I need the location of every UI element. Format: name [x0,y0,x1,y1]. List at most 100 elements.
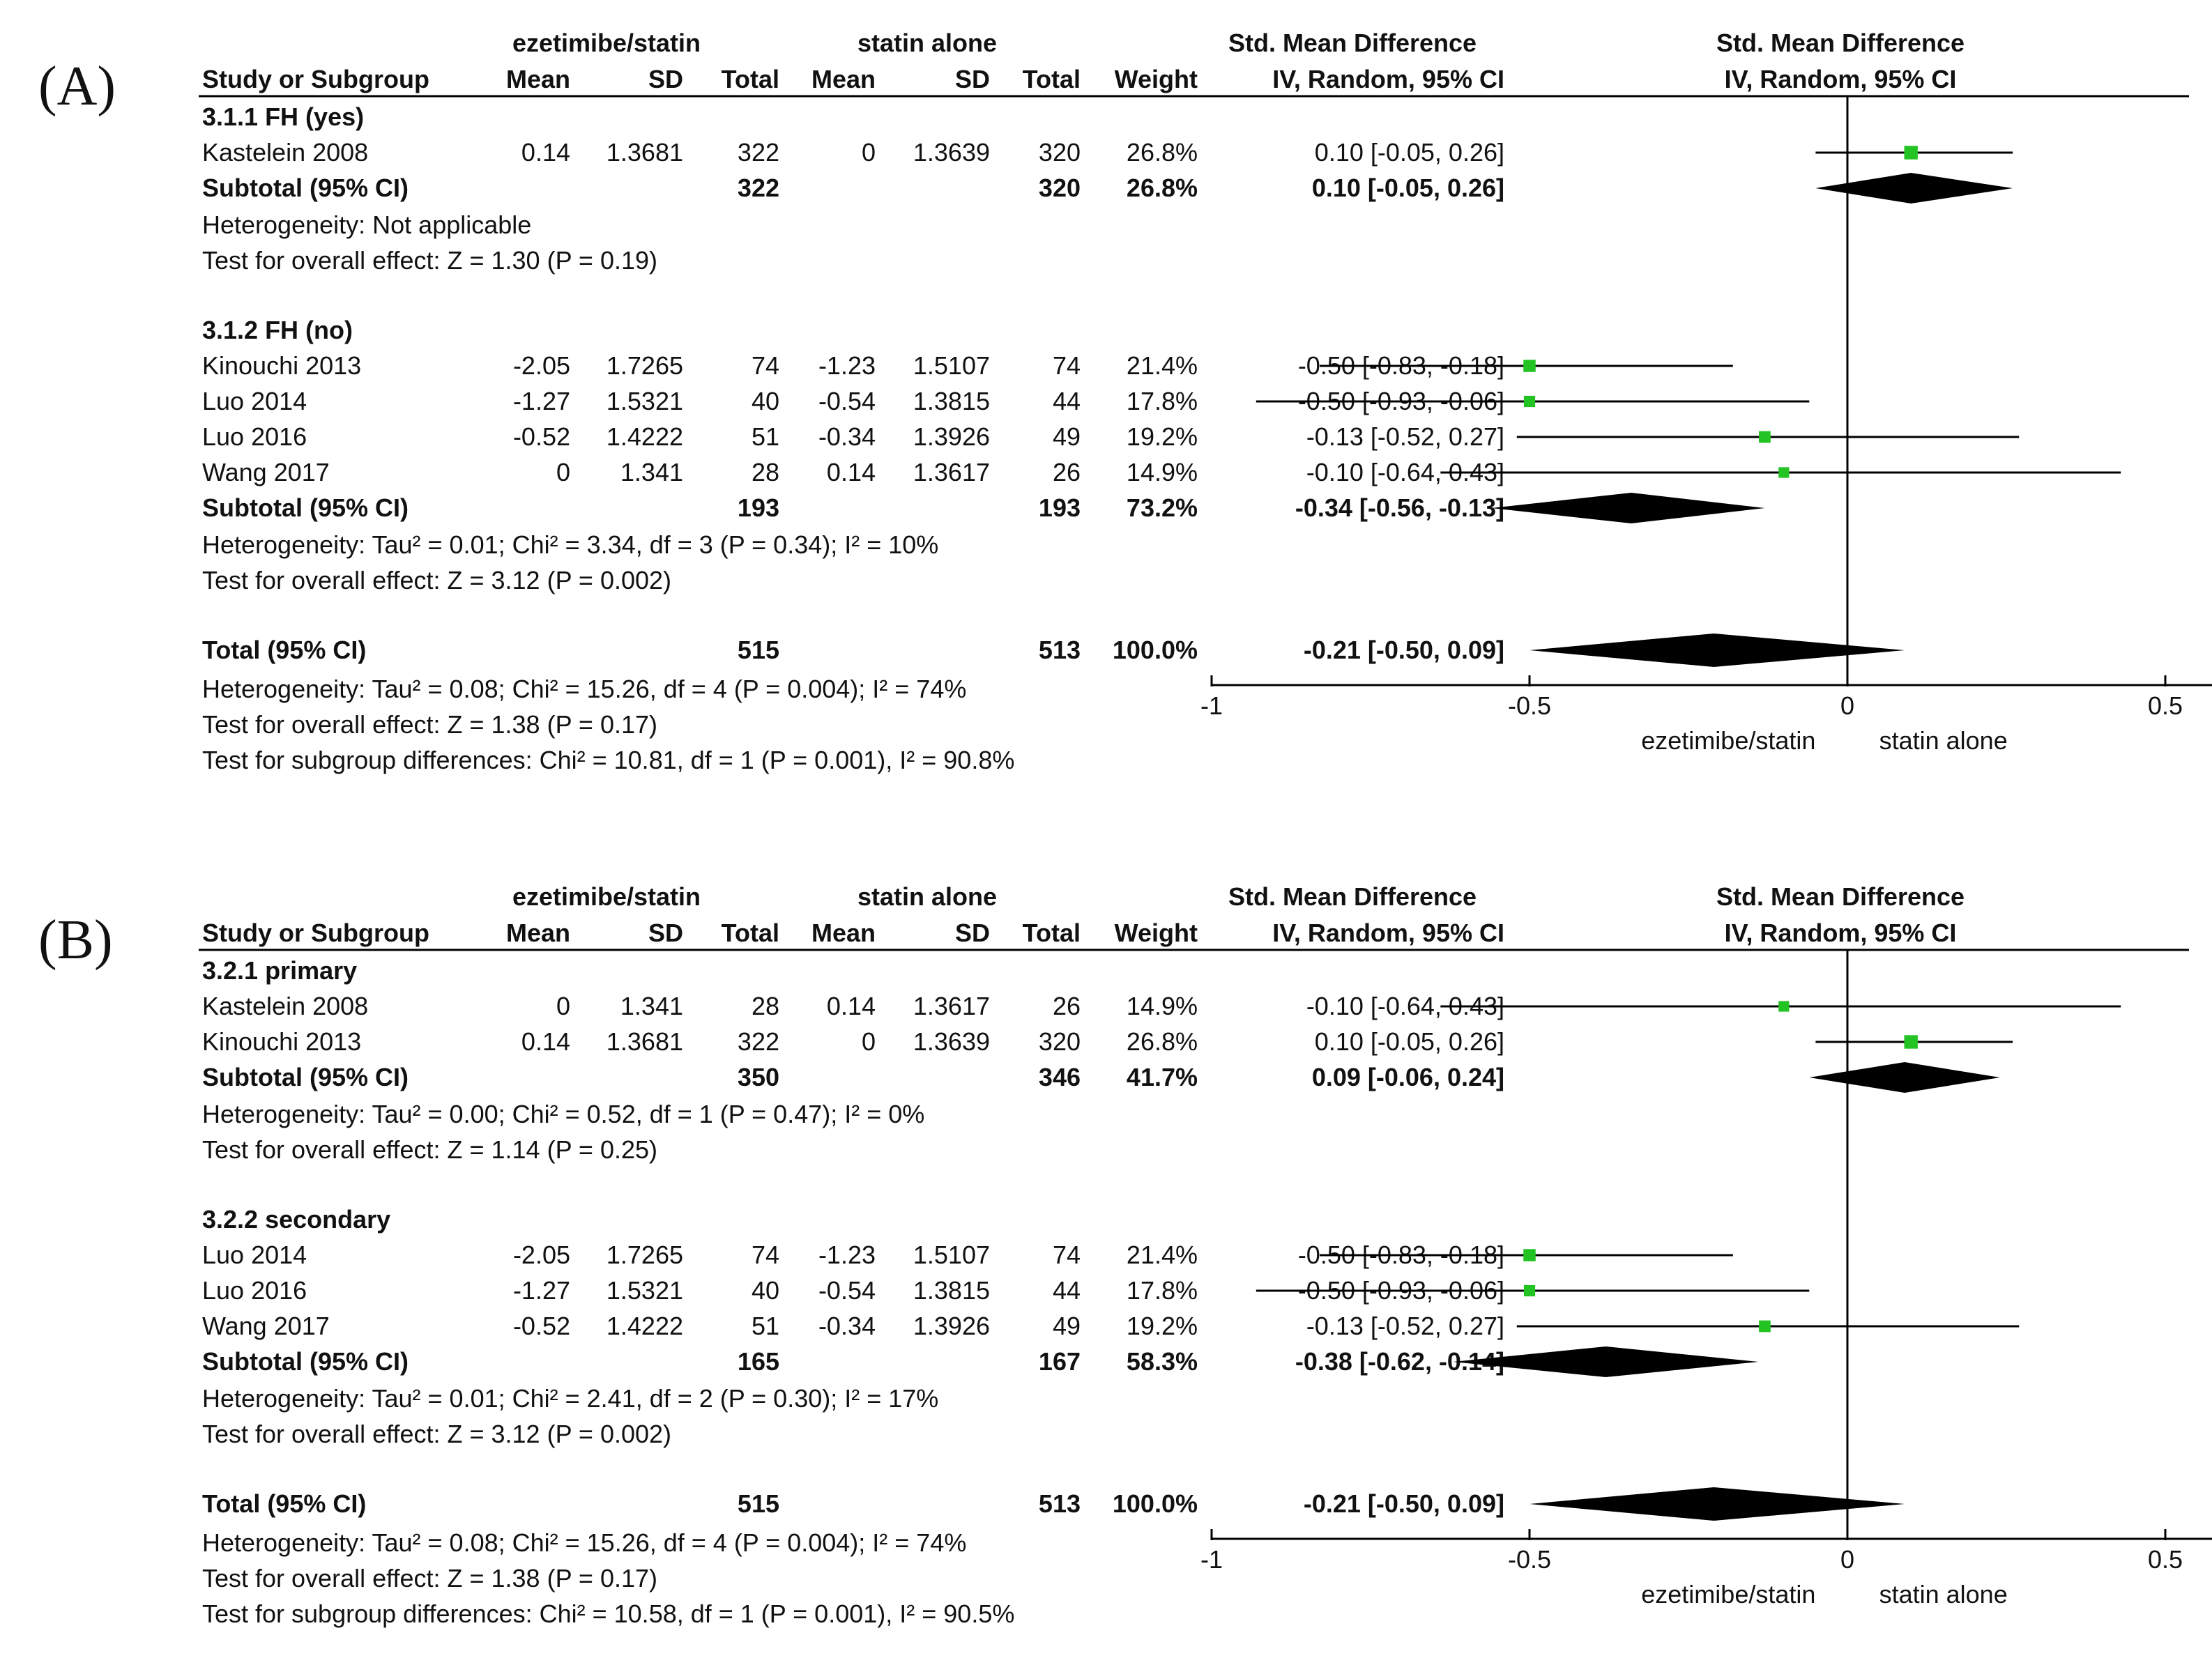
subtotal-diamond [1491,493,1765,523]
subtotal-weight: 41.7% [1127,1063,1198,1091]
ctrl-mean: -1.23 [818,1241,876,1269]
study-marker [1523,395,1536,408]
header-mean-ctrl: Mean [811,919,876,947]
study-marker [1778,467,1790,478]
exp-total: 51 [752,422,779,451]
panel-label: (A) [38,56,116,117]
ctrl-mean: 0 [862,1027,876,1056]
study-weight: 17.8% [1127,387,1198,415]
study-marker [1759,431,1771,443]
header-plot-method: IV, Random, 95% CI [1725,65,1957,93]
ctrl-total: 26 [1053,458,1081,486]
ctrl-mean: 0 [862,138,876,167]
panel-label: (B) [38,909,113,971]
subtotal-diamond [1453,1346,1759,1377]
total-ctrl-total: 513 [1039,636,1081,664]
favours-left-label: ezetimibe/statin [1641,1580,1815,1609]
study-marker [1523,1249,1536,1261]
exp-total: 40 [752,387,779,415]
subtotal-ctrl-total: 193 [1039,493,1081,522]
ctrl-sd: 1.5107 [913,351,990,380]
study-name: Luo 2014 [202,387,307,415]
exp-sd: 1.341 [620,458,683,486]
subtotal-label: Subtotal (95% CI) [202,174,409,202]
ctrl-sd: 1.3815 [913,387,990,415]
header-study: Study or Subgroup [202,65,429,93]
footer-line: Test for overall effect: Z = 1.38 (P = 0… [202,1564,657,1592]
exp-sd: 1.4222 [607,1312,683,1340]
ctrl-sd: 1.3815 [913,1276,990,1305]
header-sd-ctrl: SD [955,65,990,93]
exp-total: 74 [752,351,779,380]
header-weight: Weight [1115,65,1198,93]
x-tick-label: 0 [1840,1545,1854,1574]
exp-sd: 1.3681 [607,1027,683,1056]
total-ci-text: -0.21 [-0.50, 0.09] [1304,636,1504,664]
ctrl-total: 74 [1053,351,1081,380]
header-sd-exp: SD [648,919,683,947]
subtotal-weight: 73.2% [1127,493,1198,522]
subtotal-exp-total: 193 [738,493,779,522]
header-plot-method: IV, Random, 95% CI [1725,919,1957,947]
study-name: Kastelein 2008 [202,138,368,167]
x-tick-label: 0.5 [2148,1545,2183,1574]
header-mean-ctrl: Mean [811,65,876,93]
subtotal-ctrl-total: 346 [1039,1063,1081,1091]
header-mean-exp: Mean [506,65,570,93]
exp-total: 28 [752,458,779,486]
subtotal-ci-text: 0.10 [-0.05, 0.26] [1312,174,1504,202]
subtotal-diamond [1815,173,2013,204]
x-tick-label: 0.5 [2148,691,2183,720]
footer-line: Heterogeneity: Tau² = 0.08; Chi² = 15.26… [202,1528,966,1557]
total-ctrl-total: 513 [1039,1489,1081,1518]
total-ci-text: -0.21 [-0.50, 0.09] [1304,1489,1504,1518]
exp-total: 74 [752,1241,779,1269]
study-weight: 26.8% [1127,1027,1198,1056]
ctrl-total: 320 [1039,138,1081,167]
favours-right-label: statin alone [1879,1580,2008,1609]
subtotal-label: Subtotal (95% CI) [202,1063,409,1091]
study-weight: 26.8% [1127,138,1198,167]
subtotal-weight: 58.3% [1127,1347,1198,1376]
ctrl-mean: 0.14 [827,992,876,1020]
study-ci-text: 0.10 [-0.05, 0.26] [1315,138,1504,167]
subgroup-title: 3.1.1 FH (yes) [202,102,364,131]
exp-mean: 0.14 [521,1027,570,1056]
ctrl-sd: 1.3639 [913,138,990,167]
header-plot-title: Std. Mean Difference [1716,882,1965,911]
subgroup-heterogeneity: Heterogeneity: Not applicable [202,210,531,239]
exp-mean: -2.05 [513,351,570,380]
header-study: Study or Subgroup [202,919,429,947]
study-weight: 17.8% [1127,1276,1198,1305]
study-weight: 14.9% [1127,992,1198,1020]
exp-total: 51 [752,1312,779,1340]
exp-mean: -1.27 [513,387,570,415]
subtotal-weight: 26.8% [1127,174,1198,202]
subtotal-ci-text: 0.09 [-0.06, 0.24] [1312,1063,1504,1091]
total-exp-total: 515 [738,1489,779,1518]
ctrl-sd: 1.3639 [913,1027,990,1056]
footer-line: Heterogeneity: Tau² = 0.08; Chi² = 15.26… [202,675,966,703]
favours-right-label: statin alone [1879,726,2008,755]
exp-mean: 0 [556,992,570,1020]
header-effect-method: IV, Random, 95% CI [1272,65,1504,93]
header-experimental-group: ezetimibe/statin [512,29,701,57]
total-label: Total (95% CI) [202,1489,366,1518]
subtotal-diamond [1809,1062,2000,1093]
exp-sd: 1.5321 [607,387,683,415]
exp-mean: -0.52 [513,1312,570,1340]
subtotal-label: Subtotal (95% CI) [202,493,409,522]
subgroup-overall-effect: Test for overall effect: Z = 1.14 (P = 0… [202,1135,657,1164]
ctrl-sd: 1.3617 [913,992,990,1020]
x-tick-label: -1 [1200,1545,1223,1574]
panel-a: (A) ezetimibe/statin statin alone Std. Mean… [38,29,2212,774]
study-marker [1904,146,1918,160]
total-diamond [1530,1487,1905,1521]
header-experimental-group: ezetimibe/statin [512,882,701,911]
header-sd-ctrl: SD [955,919,990,947]
ctrl-sd: 1.3617 [913,458,990,486]
footer-line: Test for subgroup differences: Chi² = 10… [202,746,1014,774]
total-label: Total (95% CI) [202,636,366,664]
subtotal-exp-total: 322 [738,174,779,202]
